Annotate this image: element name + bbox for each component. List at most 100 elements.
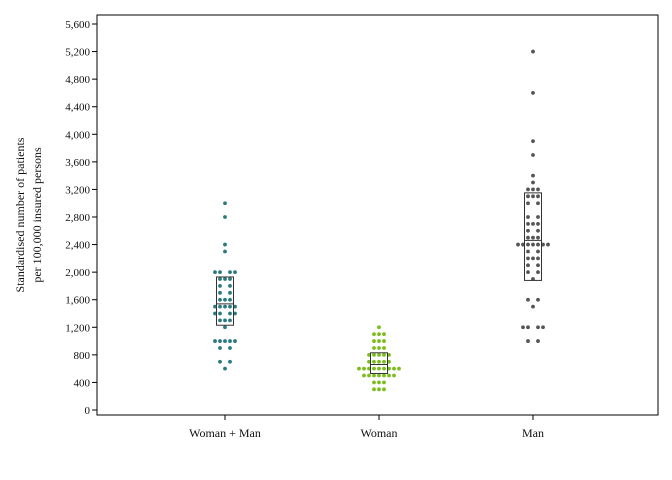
y-tick-label: 3,200 (65, 184, 90, 196)
data-point (526, 235, 530, 240)
y-axis-title-line-1: Standardised number of patients (13, 137, 27, 292)
data-point (531, 235, 535, 240)
data-point (531, 173, 535, 178)
y-tick-label: 800 (74, 350, 91, 362)
data-point (526, 249, 530, 254)
data-point (516, 242, 520, 247)
y-tick-label: 4,800 (65, 74, 90, 86)
data-point (526, 215, 530, 219)
y-tick-label: 3,600 (65, 157, 90, 169)
data-point (377, 339, 381, 343)
data-point (531, 187, 535, 192)
data-point (228, 270, 232, 275)
data-point (228, 304, 232, 309)
data-point (218, 359, 222, 364)
data-point (223, 297, 227, 302)
y-tick-label: 2,800 (65, 212, 90, 224)
data-point (377, 373, 381, 378)
y-tick-label: 4,400 (65, 102, 90, 114)
data-point (223, 242, 227, 247)
data-point (382, 352, 386, 357)
data-point (372, 380, 376, 385)
data-points (213, 49, 550, 392)
data-point (218, 290, 222, 295)
y-axis-title-line-2: per 100,000 insured persons (30, 147, 44, 283)
data-point (372, 332, 376, 337)
data-point (536, 215, 540, 219)
data-point (213, 311, 217, 316)
data-point (223, 249, 227, 254)
data-point (228, 339, 232, 343)
data-point (531, 180, 535, 185)
data-point (228, 359, 232, 364)
y-axis: 0 400 800 1,200 1,600 2,000 2,400 2,800 3,200 3,6… (65, 19, 97, 417)
data-point (377, 332, 381, 337)
data-point (367, 359, 371, 364)
data-point (213, 270, 217, 275)
data-point (541, 242, 545, 247)
y-tick-label: 4,000 (65, 129, 90, 141)
data-point (536, 297, 540, 302)
data-point (382, 332, 386, 337)
data-point (362, 373, 366, 378)
data-point (218, 277, 222, 281)
data-point (531, 304, 535, 309)
y-tick-label: 1,200 (65, 322, 90, 334)
data-point (536, 194, 540, 199)
data-point (218, 304, 222, 309)
y-tick-label: 2,000 (65, 267, 90, 279)
data-point (531, 194, 535, 199)
data-point (228, 290, 232, 295)
data-point (377, 366, 381, 371)
data-point (541, 325, 545, 330)
iqr-box (524, 192, 542, 281)
data-point (233, 311, 237, 316)
data-point (387, 359, 391, 364)
data-point (228, 311, 232, 316)
data-point (536, 201, 540, 206)
data-point (223, 277, 227, 281)
data-point (377, 352, 381, 357)
data-point (228, 346, 232, 350)
data-point (531, 139, 535, 144)
data-point (526, 242, 530, 247)
data-point (536, 242, 540, 247)
y-tick-label: 5,600 (65, 19, 90, 31)
data-point (213, 339, 217, 343)
data-point (228, 277, 232, 281)
data-point (218, 339, 222, 343)
data-point (531, 153, 535, 157)
data-point (536, 228, 540, 233)
data-point (372, 352, 376, 357)
iqr-box (370, 352, 388, 374)
data-point (372, 346, 376, 350)
data-point (531, 221, 535, 226)
x-category-label: Woman + Man (189, 426, 261, 440)
data-point (228, 297, 232, 302)
data-point (382, 346, 386, 350)
data-point (536, 221, 540, 226)
data-point (536, 325, 540, 330)
data-point (233, 270, 237, 275)
data-point (228, 284, 232, 288)
data-point (377, 387, 381, 392)
data-point (526, 325, 530, 330)
data-point (367, 352, 371, 357)
data-point (223, 215, 227, 219)
data-point (218, 311, 222, 316)
data-point (531, 242, 535, 247)
data-point (223, 201, 227, 206)
data-point (372, 387, 376, 392)
data-point (536, 339, 540, 343)
data-point (357, 366, 361, 371)
data-point (377, 346, 381, 350)
data-point (372, 366, 376, 371)
y-tick-label: 5,200 (65, 47, 90, 59)
data-point (213, 304, 217, 309)
data-point (526, 194, 530, 199)
data-point (377, 325, 381, 330)
data-point (377, 380, 381, 385)
x-axis: Woman + Man Woman Man (189, 415, 544, 440)
x-category-label: Woman (360, 426, 397, 440)
x-category-label: Man (522, 426, 544, 440)
